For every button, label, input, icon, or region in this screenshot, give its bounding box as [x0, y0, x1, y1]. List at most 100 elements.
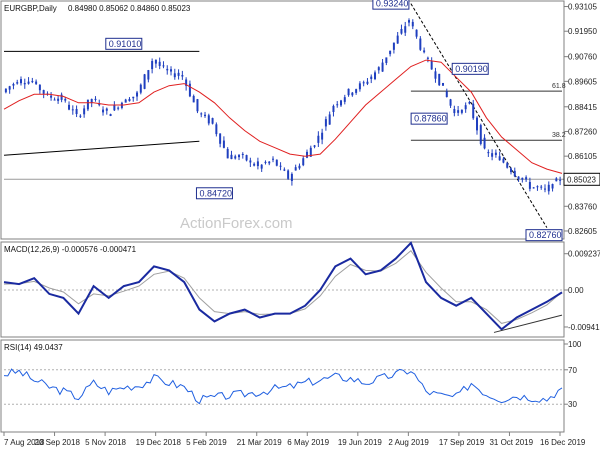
candle-body [230, 154, 233, 160]
candle-body [109, 114, 112, 116]
candle-body [38, 84, 41, 91]
candle-body [494, 152, 497, 155]
price-y-tick-label: 0.93105 [568, 3, 597, 12]
candle-body [290, 173, 293, 182]
candle-body [211, 118, 214, 124]
axis-label-layer: 0.93105 0.91950 0.90760 0.89605 0.88415 0.872… [4, 3, 600, 447]
candle-body [139, 84, 142, 93]
candle-body [460, 109, 463, 113]
candle-body [53, 99, 56, 101]
candle-body [264, 161, 267, 163]
candle-body [445, 91, 448, 97]
candle-body [358, 83, 361, 90]
candle-body [536, 186, 539, 188]
x-axis-label: 2 Aug 2019 [388, 438, 429, 447]
candle-body [324, 119, 327, 127]
candle-body [173, 73, 176, 78]
candle-body [19, 79, 22, 84]
candle-body [166, 68, 169, 71]
candle-body [23, 83, 26, 85]
price-callout-box [451, 62, 489, 75]
candle-body [4, 88, 7, 93]
candle-body [27, 81, 30, 84]
candle-body [241, 153, 244, 155]
candle-body [317, 135, 320, 143]
candle-body [453, 109, 456, 114]
candle-body [370, 76, 373, 79]
price-header-ohlc: 0.84980 0.85062 0.84860 0.85023 [68, 4, 191, 13]
price-y-tick-label: 0.87260 [568, 127, 597, 136]
price-panel-frame [0, 0, 565, 240]
candle-body [521, 177, 524, 180]
candle-body [79, 115, 82, 117]
rsi-y-tick-label: 70 [568, 366, 577, 375]
rsi-header: RSI(14) 49.0437 [4, 343, 63, 352]
price-y-tick-label: 0.91950 [568, 27, 597, 36]
candle-body [192, 95, 195, 103]
price-callout-box [525, 229, 563, 242]
price-callout-label: 0.82760 [529, 230, 562, 240]
candle-body [42, 90, 45, 94]
candle-body [215, 124, 218, 135]
candle-body [234, 156, 237, 159]
price-header-title: EURGBP,Daily [4, 4, 57, 13]
candle-body [502, 158, 505, 163]
watermark: ActionForex.com [180, 215, 293, 232]
candle-body [170, 69, 173, 72]
candle-body [283, 169, 286, 171]
candle-body [181, 75, 184, 77]
candle-body [64, 99, 67, 101]
candle-body [306, 151, 309, 158]
candle-body [83, 108, 86, 115]
macd-y-tick-label: 0.00 [568, 286, 584, 295]
candle-body [423, 50, 426, 53]
candle-body [90, 98, 93, 103]
falling-trendline [410, 3, 548, 228]
candle-body [113, 105, 116, 111]
candle-body [525, 177, 528, 180]
rsi-panel-frame [0, 339, 565, 433]
candle-body [559, 179, 562, 181]
candle-body [71, 109, 74, 111]
candle-body [544, 188, 547, 190]
x-axis-label: 17 Sep 2019 [439, 438, 485, 447]
candle-body [136, 92, 139, 97]
candle-body [411, 21, 414, 27]
rsi-layer [3, 368, 563, 405]
candle-body [68, 104, 71, 110]
candle-body [540, 186, 543, 188]
moving-average-line [3, 59, 563, 174]
candle-body [351, 92, 354, 96]
candle-body [219, 133, 222, 144]
candle-body [204, 114, 207, 117]
candle-body [105, 108, 108, 111]
candle-body [75, 108, 78, 115]
candle-body [479, 125, 482, 144]
candle-body [551, 184, 554, 189]
candle-body [287, 170, 290, 179]
candle-body [124, 99, 127, 103]
candle-body [272, 158, 275, 160]
candle-body [207, 115, 210, 124]
candle-body [313, 145, 316, 147]
x-axis-label: 6 May 2019 [287, 438, 329, 447]
price-y-tick-label: 0.90760 [568, 53, 597, 62]
current-price-label: 0.85023 [567, 175, 596, 184]
candle-body [321, 132, 324, 140]
candle-body [253, 163, 256, 166]
candle-body [449, 99, 452, 106]
price-callout-label: 0.87860 [414, 114, 447, 124]
x-axis-label: 19 Jun 2019 [338, 438, 383, 447]
candle-body [132, 96, 135, 99]
candle-body [457, 110, 460, 113]
candle-body [517, 176, 520, 180]
candle-body [268, 161, 271, 164]
candle-body [532, 187, 535, 189]
candle-body [50, 95, 53, 98]
candle-body [302, 158, 305, 166]
candle-body [249, 160, 252, 163]
candle-body [162, 65, 165, 67]
candle-body [528, 181, 531, 189]
price-callout-label: 0.93240 [376, 0, 409, 9]
